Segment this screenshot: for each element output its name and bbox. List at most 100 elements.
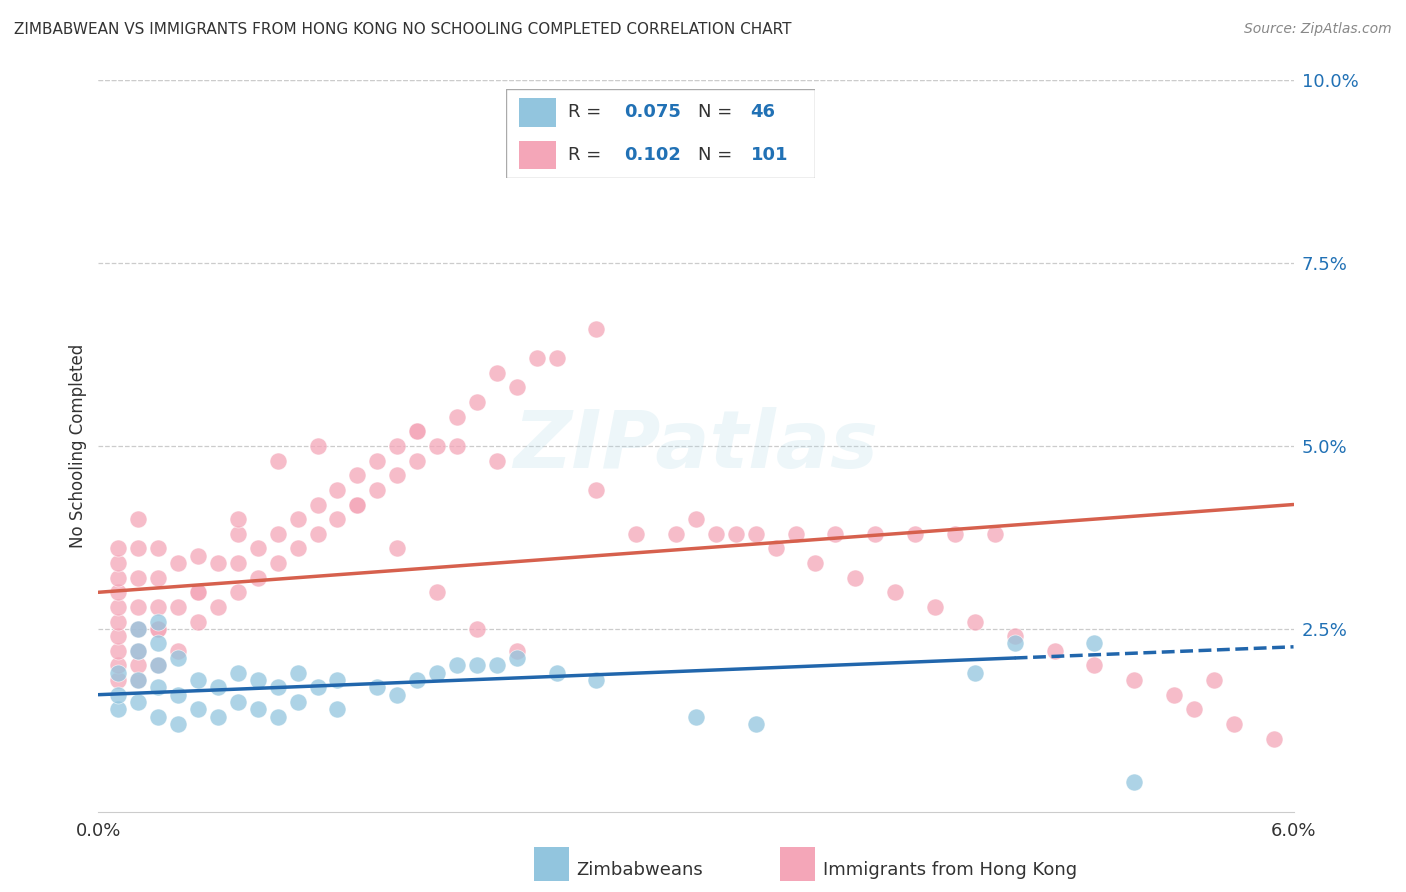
Point <box>107 665 129 680</box>
Point <box>307 498 329 512</box>
Point <box>167 556 190 570</box>
Point <box>1083 658 1105 673</box>
Point <box>246 673 269 687</box>
Point <box>406 453 429 467</box>
Point <box>107 585 129 599</box>
Point <box>226 526 249 541</box>
Point <box>107 571 129 585</box>
Point <box>785 526 807 541</box>
Point <box>426 439 449 453</box>
Text: N =: N = <box>697 103 733 121</box>
Point <box>366 453 388 467</box>
Point <box>506 380 529 394</box>
Point <box>127 571 149 585</box>
Point <box>626 526 648 541</box>
Point <box>804 556 827 570</box>
Point <box>506 644 529 658</box>
Point <box>685 709 707 723</box>
Point <box>326 702 349 716</box>
Point <box>485 658 508 673</box>
Point <box>107 688 129 702</box>
Point <box>406 673 429 687</box>
Point <box>346 468 368 483</box>
Point <box>127 599 149 614</box>
Point <box>863 526 887 541</box>
Point <box>1004 629 1026 643</box>
Point <box>246 571 269 585</box>
Point <box>148 658 170 673</box>
Point <box>226 585 249 599</box>
Point <box>187 585 209 599</box>
Point <box>346 498 368 512</box>
Point <box>187 585 209 599</box>
Point <box>127 658 149 673</box>
Point <box>745 717 768 731</box>
Text: R =: R = <box>568 146 602 164</box>
Point <box>226 512 249 526</box>
Point <box>685 512 707 526</box>
Point <box>127 673 149 687</box>
Point <box>167 651 190 665</box>
Point <box>1263 731 1285 746</box>
Point <box>148 709 170 723</box>
Point <box>385 541 409 556</box>
Point <box>107 702 129 716</box>
Point <box>127 695 149 709</box>
Point <box>267 453 290 467</box>
Point <box>485 453 508 467</box>
Text: Immigrants from Hong Kong: Immigrants from Hong Kong <box>823 861 1077 879</box>
Point <box>465 395 488 409</box>
Text: Source: ZipAtlas.com: Source: ZipAtlas.com <box>1244 22 1392 37</box>
Point <box>127 622 149 636</box>
Point <box>546 665 568 680</box>
Point <box>167 717 190 731</box>
Point <box>148 681 170 695</box>
Point <box>326 673 349 687</box>
Point <box>385 439 409 453</box>
Point <box>724 526 747 541</box>
Point <box>1163 688 1185 702</box>
Point <box>346 498 368 512</box>
Point <box>326 483 349 497</box>
Point <box>246 541 269 556</box>
Point <box>307 526 329 541</box>
Point <box>585 322 607 336</box>
Point <box>167 688 190 702</box>
Point <box>107 629 129 643</box>
Point <box>267 556 290 570</box>
Point <box>963 615 986 629</box>
Point <box>287 541 309 556</box>
Point <box>267 526 290 541</box>
Point <box>585 673 607 687</box>
Point <box>287 512 309 526</box>
Point <box>226 556 249 570</box>
Point <box>465 622 488 636</box>
Y-axis label: No Schooling Completed: No Schooling Completed <box>69 344 87 548</box>
Point <box>267 709 290 723</box>
Point <box>207 599 229 614</box>
Point <box>207 709 229 723</box>
Point <box>207 681 229 695</box>
Point <box>187 673 209 687</box>
Point <box>1043 644 1066 658</box>
Point <box>107 673 129 687</box>
Point <box>167 599 190 614</box>
Point <box>148 599 170 614</box>
Point <box>1182 702 1205 716</box>
Point <box>267 681 290 695</box>
Point <box>148 615 170 629</box>
Point <box>506 651 529 665</box>
Point <box>366 483 388 497</box>
Point <box>107 599 129 614</box>
Point <box>167 644 190 658</box>
FancyBboxPatch shape <box>506 89 815 178</box>
Point <box>1223 717 1246 731</box>
Point <box>148 636 170 650</box>
Text: 101: 101 <box>751 146 787 164</box>
Point <box>765 541 787 556</box>
Text: N =: N = <box>697 146 733 164</box>
Point <box>884 585 907 599</box>
Point <box>465 658 488 673</box>
Point <box>844 571 866 585</box>
Point <box>207 556 229 570</box>
